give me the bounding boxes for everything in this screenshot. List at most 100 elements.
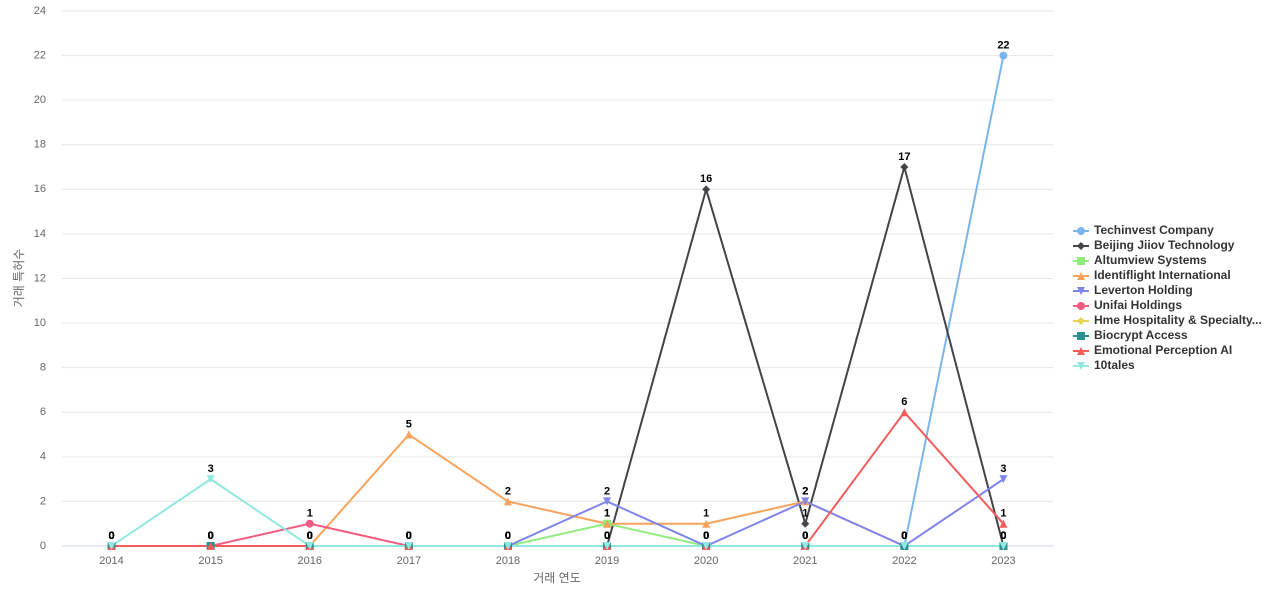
x-tick-label: 2019 [595, 555, 619, 567]
data-label: 1 [604, 508, 610, 520]
y-tick-label: 22 [34, 49, 46, 61]
data-label: 0 [505, 530, 511, 542]
data-label: 0 [406, 530, 412, 542]
marker [702, 185, 711, 194]
data-label: 1 [604, 508, 610, 520]
data-label: 1 [703, 508, 709, 520]
data-label: 0 [604, 530, 610, 542]
data-label: 0 [307, 530, 313, 542]
data-label: 0 [108, 530, 114, 542]
legend-marker [1077, 347, 1085, 355]
marker [305, 519, 314, 528]
data-label: 0 [108, 530, 114, 542]
data-label: 0 [901, 530, 907, 542]
y-axis-title: 거래 특허수 [12, 249, 26, 308]
data-label: 0 [703, 530, 709, 542]
y-tick-label: 16 [34, 183, 46, 195]
data-label: 0 [406, 530, 412, 542]
legend-marker [1077, 272, 1085, 280]
data-label: 0 [1000, 530, 1006, 542]
data-label: 0 [208, 530, 214, 542]
data-label: 0 [406, 530, 412, 542]
data-label: 0 [505, 530, 511, 542]
data-label: 0 [307, 530, 313, 542]
data-label: 0 [108, 530, 114, 542]
data-label: 0 [505, 530, 511, 542]
data-label: 5 [406, 418, 412, 430]
series-line [111, 163, 1005, 547]
data-label: 0 [802, 530, 808, 542]
data-label: 2 [802, 485, 808, 497]
data-label: 0 [208, 530, 214, 542]
y-tick-label: 12 [34, 272, 46, 284]
legend-label: Hme Hospitality & Specialty... [1094, 313, 1262, 327]
data-label: 0 [1000, 530, 1006, 542]
x-tick-label: 2021 [793, 555, 817, 567]
x-tick-label: 2022 [892, 555, 916, 567]
marker [503, 497, 512, 506]
marker [999, 542, 1008, 550]
data-label: 0 [703, 530, 709, 542]
data-label: 16 [700, 173, 712, 185]
legend-marker [1077, 257, 1085, 265]
marker [603, 519, 612, 528]
marker [801, 497, 810, 506]
legend-label: Emotional Perception AI [1094, 343, 1232, 357]
data-label: 0 [901, 530, 907, 542]
data-label: 0 [802, 530, 808, 542]
data-label: 0 [604, 530, 610, 542]
data-label: 0 [208, 530, 214, 542]
marker [900, 408, 909, 417]
data-label: 0 [406, 530, 412, 542]
data-label: 0 [406, 530, 412, 542]
data-label: 0 [802, 530, 808, 542]
data-label: 0 [307, 530, 313, 542]
legend-label: Altumview Systems [1094, 253, 1207, 267]
data-label: 0 [802, 530, 808, 542]
data-label: 0 [406, 530, 412, 542]
marker [999, 475, 1008, 484]
data-label: 0 [901, 530, 907, 542]
legend-label: 10tales [1094, 358, 1135, 372]
data-label: 0 [703, 530, 709, 542]
series-line [111, 410, 1005, 547]
data-label: 0 [208, 530, 214, 542]
y-tick-label: 4 [40, 451, 46, 463]
marker [503, 542, 512, 550]
data-label: 0 [901, 530, 907, 542]
marker [305, 542, 314, 550]
data-label: 0 [703, 530, 709, 542]
data-label: 2 [802, 485, 808, 497]
data-label: 0 [703, 530, 709, 542]
data-label: 0 [802, 530, 808, 542]
marker [999, 519, 1008, 528]
x-tick-label: 2017 [397, 555, 421, 567]
x-tick-label: 2018 [496, 555, 520, 567]
data-label: 0 [1000, 530, 1006, 542]
data-label: 0 [307, 530, 313, 542]
series-line [110, 477, 1004, 547]
legend-label: Leverton Holding [1094, 283, 1193, 297]
data-label: 0 [208, 530, 214, 542]
series-line [111, 522, 1004, 547]
legend-marker [1077, 242, 1085, 250]
legend-marker [1077, 362, 1085, 370]
marker [801, 542, 810, 550]
legend-label: Unifai Holdings [1094, 298, 1182, 312]
data-label: 0 [1000, 530, 1006, 542]
data-label: 0 [703, 530, 709, 542]
data-label: 0 [108, 530, 114, 542]
data-label: 0 [604, 530, 610, 542]
legend-label: Biocrypt Access [1094, 328, 1188, 342]
data-label: 0 [307, 530, 313, 542]
legend-marker [1077, 302, 1085, 310]
marker [404, 430, 413, 439]
data-label: 0 [208, 530, 214, 542]
y-tick-label: 2 [40, 495, 46, 507]
y-tick-label: 14 [34, 228, 46, 240]
data-label: 0 [505, 530, 511, 542]
y-tick-label: 8 [40, 362, 46, 374]
data-label: 1 [1000, 508, 1006, 520]
